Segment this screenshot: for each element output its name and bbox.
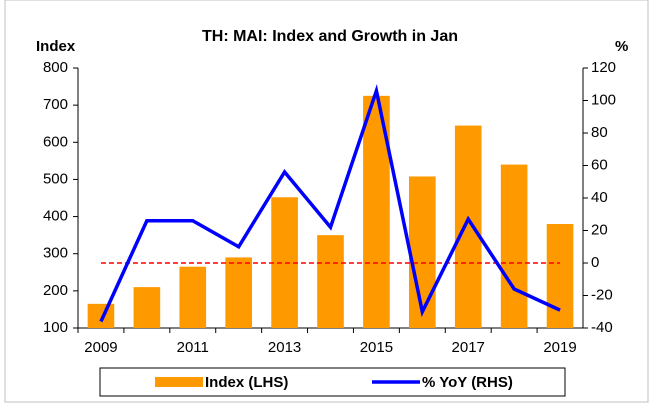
chart-frame	[4, 0, 649, 403]
y-tick-label: 600	[43, 133, 68, 150]
bar	[546, 224, 574, 328]
y-axis-label: Index	[36, 38, 76, 55]
y2-tick-label: 120	[591, 59, 616, 76]
y-tick-label: 100	[43, 319, 68, 336]
bar	[179, 266, 207, 328]
y2-tick-label: 80	[591, 124, 608, 141]
y2-tick-label: -40	[591, 319, 613, 336]
x-tick-label: 2015	[360, 339, 393, 356]
line	[99, 84, 561, 323]
legend-swatch	[155, 377, 203, 387]
x-tick-label: 2013	[268, 339, 301, 356]
bar	[409, 176, 436, 328]
legend-label: % YoY (RHS)	[422, 374, 513, 391]
y2-axis-label: %	[615, 38, 628, 55]
bar	[87, 303, 115, 328]
y-tick-label: 500	[43, 170, 68, 187]
y-tick-label: 700	[43, 96, 68, 113]
bar	[454, 125, 482, 328]
y2-tick-label: 60	[591, 156, 608, 173]
bar	[225, 257, 252, 328]
y2-tick-label: 100	[591, 91, 616, 108]
y-tick-label: 800	[43, 59, 68, 76]
x-tick-label: 2019	[543, 339, 576, 356]
y2-tick-label: 0	[591, 254, 599, 271]
x-tick-label: 2009	[84, 339, 117, 356]
chart-title: TH: MAI: Index and Growth in Jan	[202, 28, 458, 45]
y2-tick-label: 20	[591, 221, 608, 238]
legend-label: Index (LHS)	[205, 374, 288, 391]
y-tick-label: 400	[43, 208, 68, 225]
y2-tick-label: -20	[591, 286, 613, 303]
bar	[500, 164, 528, 328]
legend-box	[99, 367, 566, 397]
x-tick-label: 2017	[452, 339, 485, 356]
bar	[133, 287, 161, 328]
x-tick-label: 2011	[177, 339, 209, 356]
bar	[317, 235, 344, 328]
y2-tick-label: 40	[591, 189, 608, 206]
y-tick-label: 200	[43, 282, 68, 299]
y-tick-label: 300	[43, 245, 68, 262]
